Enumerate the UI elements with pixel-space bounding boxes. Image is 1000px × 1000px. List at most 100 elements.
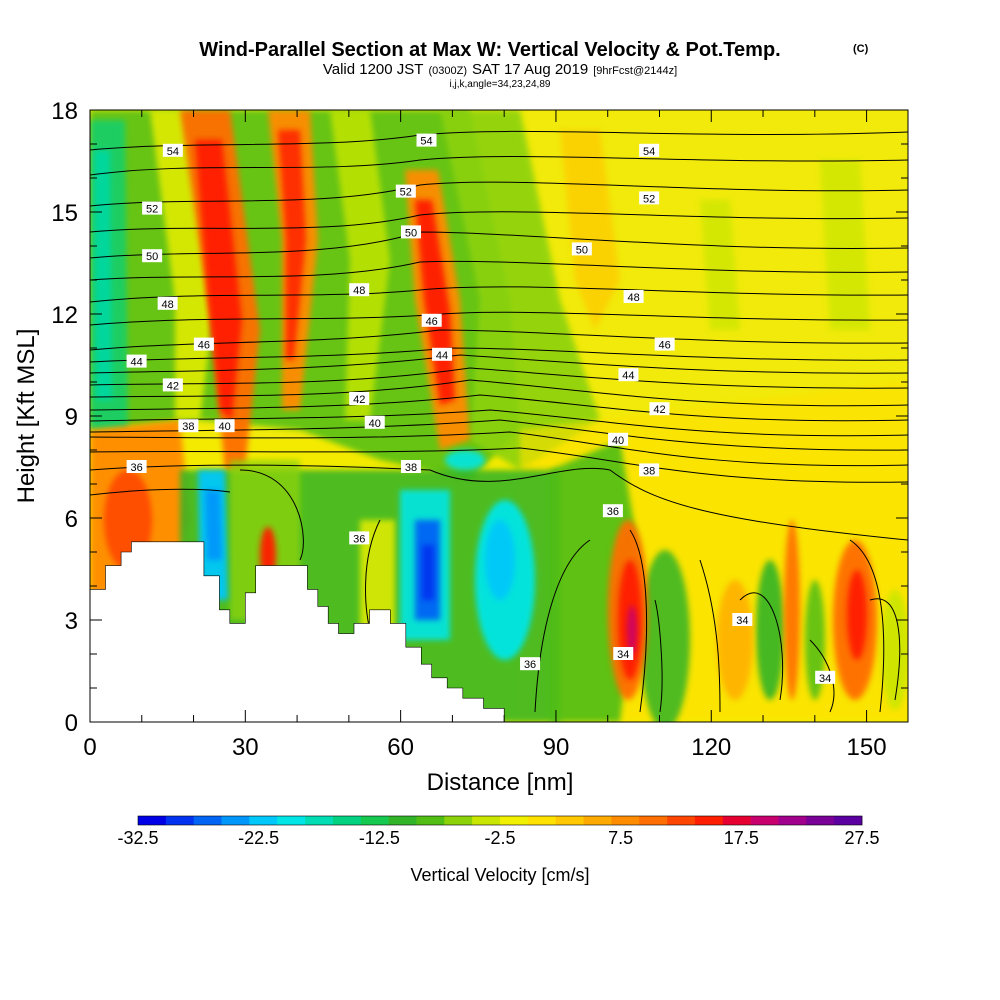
theta-label-text: 54	[643, 146, 655, 158]
theta-label-box	[126, 460, 147, 473]
y-tick-label: 15	[51, 200, 78, 227]
colorbar-swatch	[555, 816, 584, 825]
theta-label-text: 34	[617, 649, 629, 661]
colorbar-tick-label: -32.5	[117, 828, 158, 848]
theta-label-box	[613, 647, 634, 660]
theta-label-text: 46	[198, 340, 210, 352]
colorbar-tick-label: -12.5	[359, 828, 400, 848]
field-green-column-1	[756, 560, 784, 700]
theta-label: 48	[157, 296, 178, 311]
theta-contour-41	[90, 394, 908, 422]
theta-label-text: 38	[405, 462, 417, 474]
theta-label: 54	[162, 143, 183, 158]
theta-label-text: 48	[162, 299, 174, 311]
colorbar-label: Vertical Velocity [cm/s]	[410, 865, 589, 885]
theta-contour-51	[90, 211, 908, 233]
theta-contour-34d	[699, 559, 721, 713]
theta-label-text: 40	[612, 435, 624, 447]
theta-label-box	[142, 249, 163, 263]
theta-label-text: 50	[576, 244, 588, 256]
theta-label: 38	[400, 460, 421, 474]
y-tick-label: 18	[51, 98, 78, 125]
y-tick-label: 9	[65, 404, 78, 431]
colorbar-swatch	[806, 816, 835, 825]
theta-label-text: 50	[146, 251, 158, 263]
plot-area: 54 52 50 48 46 44 42 40 38 36 54 52 50 48 46 44 42 40 38 36…	[90, 110, 908, 722]
theta-label: 38	[178, 419, 199, 433]
theta-label-text: 46	[426, 316, 438, 328]
theta-label-text: 44	[436, 350, 448, 362]
theta-label: 50	[142, 249, 163, 263]
theta-label: 48	[349, 283, 370, 297]
field-green-column-2	[805, 580, 825, 700]
theta-label-box	[618, 368, 639, 382]
terrain-mask	[90, 541, 908, 722]
colorbar-swatch	[277, 816, 306, 825]
colorbar-tick-label: 17.5	[724, 828, 759, 848]
theta-label-text: 36	[524, 659, 536, 671]
colorbar-swatch	[416, 816, 445, 825]
colorbar-swatch	[472, 816, 501, 825]
colorbar-swatch	[611, 816, 640, 825]
theta-label-box	[178, 419, 199, 433]
theta-label: 40	[608, 432, 629, 447]
theta-label: 42	[349, 392, 370, 406]
theta-label-box	[639, 463, 660, 477]
y-tick-label: 3	[65, 608, 78, 635]
colorbar-swatch	[639, 816, 668, 825]
colorbar-tick-label: 7.5	[608, 828, 633, 848]
colorbar-swatch	[305, 816, 334, 825]
theta-label: 44	[126, 354, 147, 369]
theta-label-text: 44	[622, 370, 634, 382]
theta-label-text: 36	[130, 462, 142, 474]
field-lightgreen-lowright	[640, 550, 690, 722]
colorbar-frame	[137, 815, 863, 826]
colorbar-swatch	[500, 816, 529, 825]
theta-label: 46	[193, 337, 214, 352]
colorbar-swatch	[750, 816, 779, 825]
theta-contours	[90, 130, 908, 713]
theta-label-box	[400, 460, 421, 473]
theta-label: 46	[421, 313, 442, 328]
theta-label-text: 52	[643, 193, 655, 205]
y-axis-label: Height [Kft MSL]	[13, 329, 40, 504]
theta-label-text: 42	[653, 404, 665, 416]
theta-label: 46	[654, 337, 675, 352]
theta-label-text: 48	[353, 285, 365, 297]
colorbar-swatch	[667, 816, 696, 825]
colorbar: -32.5 -22.5 -12.5 -2.5 7.5 17.5 27.5	[117, 815, 880, 848]
theta-label-box	[602, 504, 623, 518]
theta-label-text: 42	[353, 394, 365, 406]
x-tick-label: 90	[543, 734, 570, 761]
y-tick-label: 12	[51, 302, 78, 329]
theta-contour-35b	[365, 519, 381, 631]
theta-label-box	[126, 354, 147, 368]
colorbar-swatch	[834, 816, 863, 825]
downdraft-2-core	[422, 545, 434, 600]
field-lightgreen-upright-2	[820, 160, 870, 330]
y-tick-label: 0	[65, 710, 78, 737]
x-axis: 0 30 60 90 120 150	[83, 110, 887, 761]
theta-label-text: 34	[819, 673, 831, 685]
theta-label-box	[639, 191, 660, 205]
theta-label: 54	[639, 143, 660, 158]
theta-contour-36	[90, 464, 908, 541]
colorbar-swatch	[138, 816, 167, 825]
colorbar-swatch	[444, 816, 473, 825]
updraft-2-red	[278, 130, 306, 360]
downdraft-1-blue	[205, 490, 222, 560]
theta-label: 38	[639, 463, 660, 477]
y-tick-label: 6	[65, 506, 78, 533]
theta-contour-34c	[739, 592, 784, 701]
theta-label-box	[162, 143, 183, 157]
theta-label: 36	[602, 504, 623, 518]
colorbar-swatch	[332, 816, 362, 825]
theta-contour-34a	[629, 529, 648, 713]
theta-label: 54	[416, 133, 437, 148]
theta-label-box	[649, 402, 670, 416]
chart-params: i,j,k,angle=34,23,24,89	[450, 79, 551, 90]
theta-contour-52	[90, 181, 908, 207]
theta-label-text: 52	[146, 204, 158, 216]
theta-label-box	[639, 143, 660, 157]
